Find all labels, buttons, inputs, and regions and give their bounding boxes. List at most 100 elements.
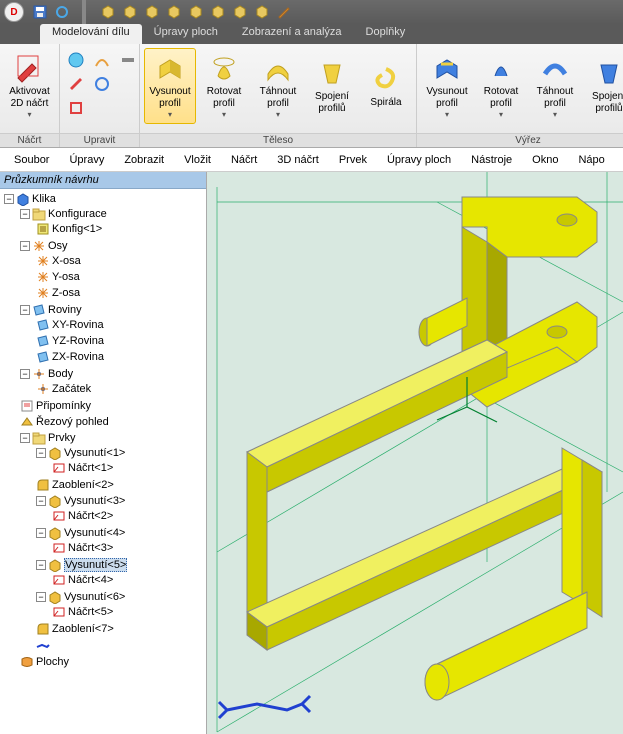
cube5-icon[interactable] [188, 4, 204, 20]
menu-okno[interactable]: Okno [522, 152, 568, 168]
edit-tool3-icon[interactable] [66, 98, 86, 118]
pencil-icon[interactable] [276, 4, 292, 20]
axis-icon [36, 254, 50, 268]
menu-zobrazit[interactable]: Zobrazit [114, 152, 174, 168]
menu-prvek[interactable]: Prvek [329, 152, 377, 168]
cut-extrude-button[interactable]: Vysunout profil▾ [421, 48, 473, 124]
tree-item[interactable]: Vysunutí<1> [64, 447, 125, 459]
tree-item[interactable]: Zaoblení<7> [52, 623, 114, 635]
group-sketch: Aktivovat 2D náčrt ▾ Náčrt [0, 44, 60, 147]
tree-item[interactable]: Konfig<1> [52, 223, 102, 235]
tree-item[interactable]: Vysunutí<3> [64, 495, 125, 507]
group-label: Upravit [60, 133, 139, 147]
part-icon [16, 192, 30, 206]
edit-tool5-icon[interactable] [92, 74, 112, 94]
tree-body[interactable]: Body [48, 368, 73, 380]
tree-item[interactable]: Y-osa [52, 271, 80, 283]
loft-button[interactable]: Spojení profilů [306, 48, 358, 124]
extrude-button[interactable]: Vysunout profil▾ [144, 48, 196, 124]
tree-toggle[interactable]: − [36, 560, 46, 570]
cube6-icon[interactable] [210, 4, 226, 20]
sweep-button[interactable]: Táhnout profil▾ [252, 48, 304, 124]
menu-náčrt[interactable]: Náčrt [221, 152, 267, 168]
tree-toggle[interactable]: − [20, 209, 30, 219]
tree-item[interactable]: Náčrt<4> [68, 574, 113, 586]
menu-soubor[interactable]: Soubor [4, 152, 59, 168]
sidebar-title: Průzkumník návrhu [0, 172, 206, 189]
cube7-icon[interactable] [232, 4, 248, 20]
cube2-icon[interactable] [122, 4, 138, 20]
cube3-icon[interactable] [144, 4, 160, 20]
cube1-icon[interactable] [100, 4, 116, 20]
chevron-down-icon: ▾ [499, 110, 503, 120]
tree-prvky[interactable]: Prvky [48, 432, 76, 444]
tree-toggle[interactable]: − [36, 448, 46, 458]
cut-loft-button[interactable]: Spojení profilů [583, 48, 623, 124]
edit-tool1-icon[interactable] [66, 50, 86, 70]
tree-item[interactable]: Náčrt<3> [68, 542, 113, 554]
tree-item[interactable]: ZX-Rovina [52, 351, 104, 363]
tree-roviny[interactable]: Roviny [48, 304, 82, 316]
tree-rezovy[interactable]: Řezový pohled [36, 416, 109, 428]
spiral-button[interactable]: Spirála [360, 48, 412, 124]
cube-icons [100, 4, 292, 20]
group-cut: Vysunout profil▾Rotovat profil▾Táhnout p… [417, 44, 623, 147]
menu-úpravy[interactable]: Úpravy [59, 152, 114, 168]
tab-addons[interactable]: Doplňky [354, 24, 418, 44]
loft-icon [316, 57, 348, 89]
cut-sweep-button[interactable]: Táhnout profil▾ [529, 48, 581, 124]
tree-konfig[interactable]: Konfigurace [48, 208, 107, 220]
feature-tree[interactable]: −Klika−KonfiguraceKonfig<1>−OsyX-osaY-os… [0, 189, 206, 734]
tree-item[interactable]: Zaoblení<2> [52, 479, 114, 491]
tree-item[interactable]: Z-osa [52, 287, 80, 299]
menu-nápo[interactable]: Nápo [568, 152, 614, 168]
edit-tool6-icon[interactable] [118, 50, 138, 70]
tree-toggle[interactable]: − [20, 433, 30, 443]
menu-vložit[interactable]: Vložit [174, 152, 221, 168]
workspace: Průzkumník návrhu −Klika−KonfiguraceKonf… [0, 172, 623, 734]
refresh-icon[interactable] [54, 4, 70, 20]
tab-view[interactable]: Zobrazení a analýza [230, 24, 354, 44]
tree-toggle[interactable]: − [36, 528, 46, 538]
cube8-icon[interactable] [254, 4, 270, 20]
cut-revolve-icon [485, 52, 517, 84]
tree-toggle[interactable]: − [4, 194, 14, 204]
edit-tool4-icon[interactable] [92, 50, 112, 70]
menu-úpravy ploch[interactable]: Úpravy ploch [377, 152, 461, 168]
tree-item[interactable]: Náčrt<2> [68, 510, 113, 522]
tree-item[interactable]: X-osa [52, 255, 81, 267]
tree-pripominky[interactable]: Připomínky [36, 400, 91, 412]
chevron-down-icon: ▾ [168, 110, 172, 120]
revolve-button[interactable]: Rotovat profil▾ [198, 48, 250, 124]
tree-item[interactable]: YZ-Rovina [52, 335, 104, 347]
tab-surfaces[interactable]: Úpravy ploch [142, 24, 230, 44]
tree-item[interactable]: Náčrt<5> [68, 606, 113, 618]
tree-item[interactable]: XY-Rovina [52, 319, 104, 331]
3d-viewport[interactable] [207, 172, 623, 734]
tree-toggle[interactable]: − [20, 369, 30, 379]
menu-3d náčrt[interactable]: 3D náčrt [267, 152, 329, 168]
feature-icon [48, 494, 62, 508]
chevron-down-icon: ▾ [553, 110, 557, 120]
cube4-icon[interactable] [166, 4, 182, 20]
activate-2d-sketch-button[interactable]: Aktivovat 2D náčrt ▾ [4, 48, 55, 124]
tree-toggle[interactable]: − [36, 592, 46, 602]
tree-toggle[interactable]: − [20, 241, 30, 251]
tree-item[interactable]: Vysunutí<5> [64, 558, 127, 572]
tree-item[interactable]: Vysunutí<6> [64, 591, 125, 603]
tree-item[interactable]: Začátek [52, 383, 91, 395]
cut-revolve-button[interactable]: Rotovat profil▾ [475, 48, 527, 124]
tree-toggle[interactable]: − [36, 496, 46, 506]
tab-modeling[interactable]: Modelování dílu [40, 24, 142, 44]
tree-osy[interactable]: Osy [48, 240, 68, 252]
tree-plochy[interactable]: Plochy [36, 656, 69, 668]
tree-toggle[interactable]: − [20, 305, 30, 315]
tree-root[interactable]: Klika [32, 193, 56, 205]
tree-item[interactable]: Náčrt<1> [68, 462, 113, 474]
tree-item[interactable]: Vysunutí<4> [64, 527, 125, 539]
chevron-down-icon: ▾ [27, 110, 31, 120]
menu-nástroje[interactable]: Nástroje [461, 152, 522, 168]
label: Vysunout profil [149, 86, 190, 110]
save-icon[interactable] [32, 4, 48, 20]
edit-tool2-icon[interactable] [66, 74, 86, 94]
